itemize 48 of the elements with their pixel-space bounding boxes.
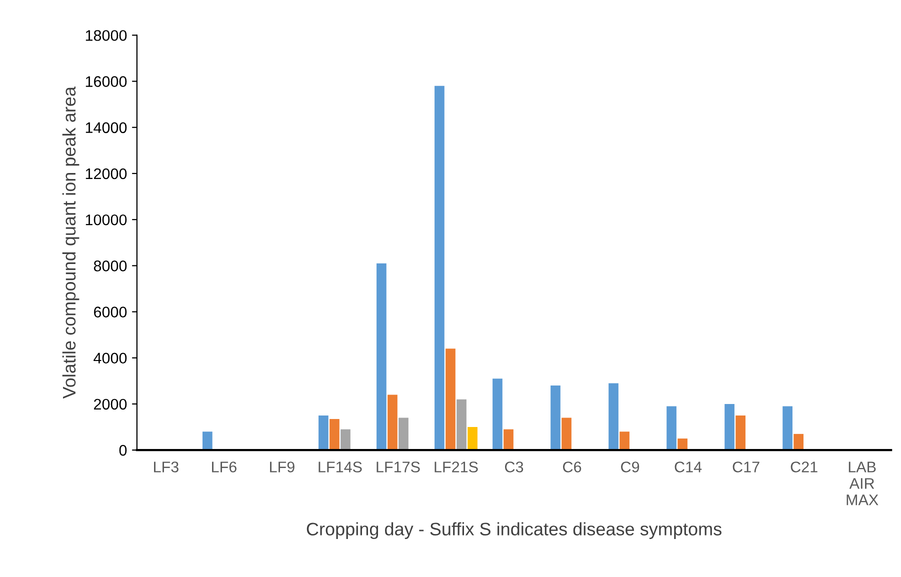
bar [340, 429, 350, 450]
x-tick-label: LAB AIR MAX [846, 462, 878, 506]
bar [782, 406, 792, 450]
x-axis-title: Cropping day - Suffix S indicates disease symptoms [306, 522, 722, 540]
y-tick-label: 14000 [86, 122, 127, 134]
y-tick-label: 12000 [86, 168, 127, 180]
bar [388, 394, 398, 450]
bar [620, 432, 630, 450]
x-tick-label: C14 [674, 462, 702, 472]
x-tick-label: LF17S [376, 462, 420, 472]
x-tick-label: LF6 [212, 462, 236, 472]
bar [202, 432, 212, 450]
bar [456, 399, 466, 450]
x-tick-label: C17 [732, 462, 760, 472]
y-tick-label: 6000 [94, 306, 127, 318]
y-tick-label: 8000 [94, 260, 127, 272]
bar [550, 386, 560, 450]
bar [468, 427, 478, 450]
bar [446, 348, 456, 450]
bar [666, 406, 676, 450]
x-tick-label: C9 [621, 462, 640, 472]
bar [794, 434, 804, 450]
bar [376, 263, 386, 450]
y-tick-label: 2000 [94, 398, 127, 410]
x-tick-label: LF14S [318, 462, 362, 472]
bar [398, 418, 408, 450]
bar [562, 418, 572, 450]
bar [678, 438, 688, 450]
y-axis-title: Volatile compound quant ion peak area [62, 86, 80, 399]
bar [736, 415, 746, 450]
x-tick-label: LF21S [434, 462, 478, 472]
bar [724, 404, 734, 450]
x-tick-label: LF9 [270, 462, 294, 472]
bar [330, 418, 340, 450]
x-tick-label: C21 [790, 462, 818, 472]
y-tick-label: 16000 [86, 76, 127, 87]
y-tick-label: 4000 [94, 352, 127, 364]
y-tick-label: 10000 [86, 214, 127, 226]
y-tick-label: 0 [119, 444, 127, 456]
x-tick-label: C6 [563, 462, 582, 472]
bar [608, 383, 618, 450]
bar [504, 429, 514, 450]
bar [434, 86, 444, 450]
x-tick-label: LF3 [154, 462, 178, 472]
bar [492, 378, 502, 450]
bar [318, 415, 328, 450]
y-tick-label: 18000 [86, 30, 127, 41]
x-tick-label: C3 [505, 462, 524, 472]
